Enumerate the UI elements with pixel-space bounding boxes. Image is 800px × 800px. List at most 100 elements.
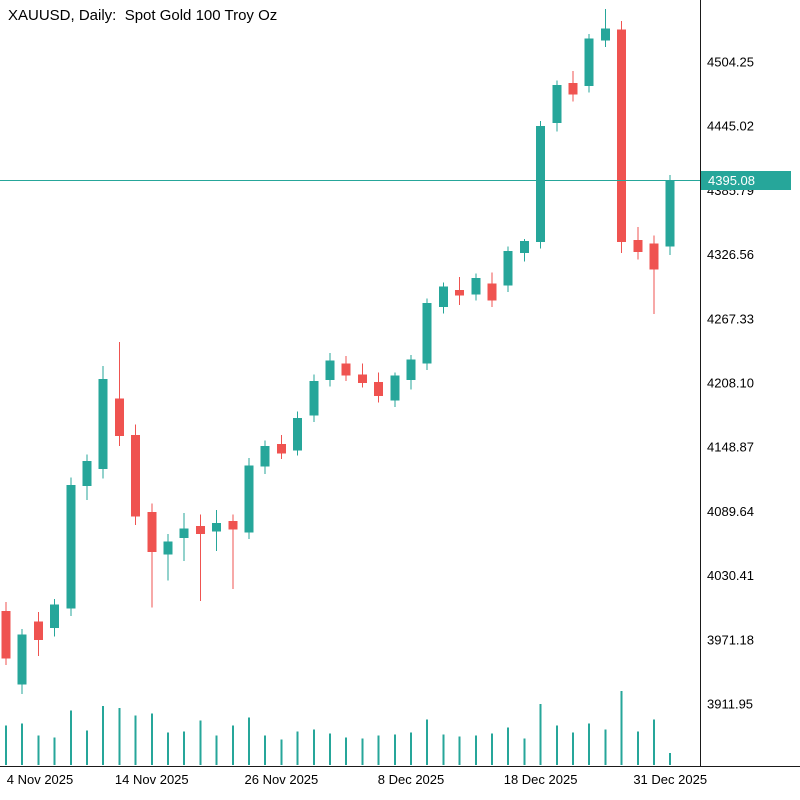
date-tick-label: 4 Nov 2025	[7, 772, 74, 787]
volume-bar	[167, 732, 169, 765]
candle-body	[519, 241, 529, 253]
candle-body	[293, 417, 303, 451]
candle-body	[82, 461, 92, 487]
candle-wick	[653, 235, 655, 314]
candle-body	[357, 374, 367, 384]
volume-bar	[102, 705, 105, 765]
volume-bar	[361, 738, 364, 765]
volume-bar	[248, 717, 250, 765]
candle-body	[98, 378, 108, 469]
candle-body	[131, 435, 141, 517]
candle-wick	[232, 514, 234, 590]
date-tick-label: 18 Dec 2025	[504, 772, 578, 787]
volume-bar	[653, 719, 655, 765]
candle-body	[552, 85, 562, 123]
candle-body	[33, 621, 43, 640]
price-tick-label: 4030.41	[707, 568, 754, 583]
candle-body	[390, 375, 400, 401]
volume-bar	[377, 735, 380, 765]
candle-body	[406, 359, 416, 380]
volume-bar	[636, 731, 639, 765]
candle-body	[309, 380, 319, 416]
volume-bar	[669, 753, 672, 765]
candle-body	[455, 289, 465, 296]
candle-body	[503, 250, 513, 286]
volume-bar	[21, 723, 24, 765]
candle-body	[341, 363, 351, 376]
volume-bar	[134, 715, 137, 765]
volume-bar	[345, 737, 348, 765]
date-tick-label: 14 Nov 2025	[115, 772, 189, 787]
candle-body	[260, 446, 270, 467]
candle-body	[179, 528, 189, 539]
volume-bar	[183, 731, 186, 765]
price-tick-label: 4267.33	[707, 311, 754, 326]
date-tick-label: 31 Dec 2025	[633, 772, 707, 787]
volume-bar	[118, 707, 121, 765]
volume-bar	[312, 729, 315, 765]
candle-body	[212, 523, 222, 532]
volume-bar	[474, 735, 477, 765]
candle-body	[325, 360, 335, 380]
volume-bar	[199, 720, 202, 765]
chart-title: XAUUSD, Daily: Spot Gold 100 Troy Oz	[8, 7, 278, 24]
price-tick-label: 3911.95	[707, 697, 753, 712]
candles-layer	[1, 9, 675, 695]
volume-bar	[426, 719, 429, 765]
volume-bar	[539, 703, 542, 765]
candle-body	[50, 604, 60, 629]
volume-bar	[620, 691, 623, 765]
volume-bar	[5, 725, 7, 765]
candle-body	[649, 243, 659, 270]
volume-bar	[523, 738, 526, 765]
candle-body	[163, 541, 173, 555]
volume-bar	[572, 732, 574, 765]
candle-body	[600, 28, 610, 41]
volume-bar	[393, 734, 396, 765]
price-tick-label: 4445.02	[707, 119, 754, 134]
volume-bar	[491, 733, 493, 765]
date-tick-label: 8 Dec 2025	[378, 772, 445, 787]
candle-body	[1, 610, 11, 659]
volume-bar	[296, 731, 299, 765]
candle-body	[422, 302, 432, 364]
candle-body	[438, 286, 448, 308]
price-tick-label: 4326.56	[707, 247, 754, 262]
candle-body	[276, 443, 286, 454]
volume-bar	[69, 710, 72, 765]
price-tick-label: 4089.64	[707, 504, 754, 519]
candle-body	[633, 240, 643, 252]
candle-body	[584, 38, 594, 87]
candle-body	[114, 398, 124, 437]
volume-bar	[604, 729, 607, 765]
volume-bar	[410, 732, 412, 765]
volume-bar	[555, 725, 558, 765]
candle-wick	[151, 503, 153, 608]
candle-body	[195, 526, 205, 534]
candle-body	[17, 634, 27, 685]
volume-bar	[442, 734, 445, 765]
volume-bar	[37, 735, 40, 765]
price-tick-label: 4148.87	[707, 440, 754, 455]
price-tick-label: 3971.18	[707, 632, 754, 647]
candle-wick	[199, 514, 201, 601]
candle-wick	[604, 9, 606, 48]
volume-bar	[150, 713, 153, 765]
volume-bar	[458, 736, 461, 765]
volume-layer	[5, 691, 672, 765]
price-tick-label: 4208.10	[707, 376, 754, 391]
volume-bar	[329, 733, 331, 765]
candle-body	[665, 180, 675, 247]
candle-body	[487, 283, 497, 301]
volume-bar	[215, 735, 218, 765]
candle-body	[66, 485, 76, 609]
price-tick-label: 4504.25	[707, 55, 754, 70]
volume-bar	[264, 735, 267, 765]
candle-body	[536, 126, 546, 243]
current-price-tag: 4395.08	[701, 170, 791, 190]
candle-body	[147, 512, 157, 553]
date-tick-label: 26 Nov 2025	[245, 772, 319, 787]
volume-bar	[53, 737, 56, 765]
